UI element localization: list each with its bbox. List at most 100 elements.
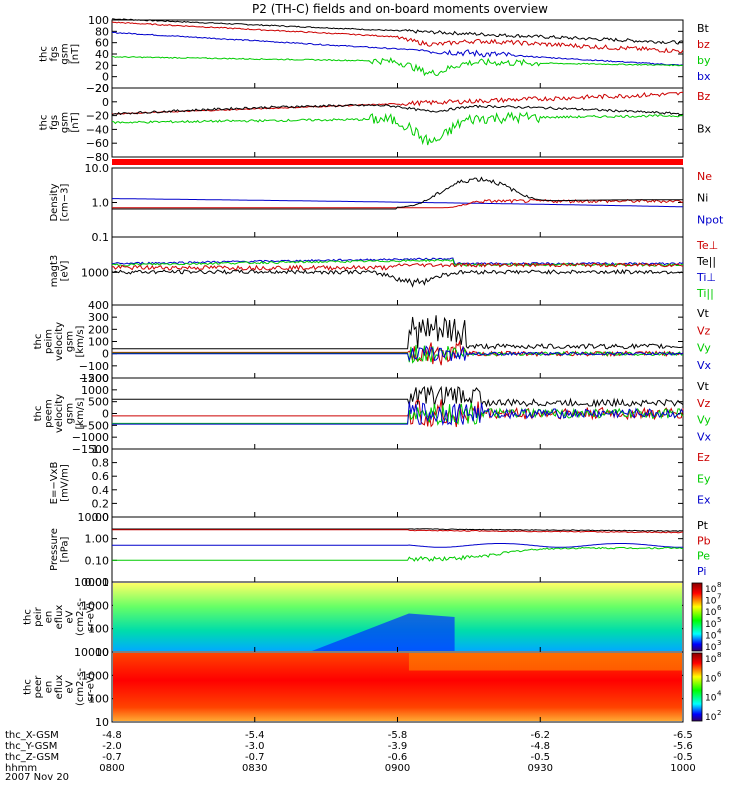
y-tick-label: −1500 <box>72 443 109 456</box>
series-Vy <box>112 402 684 426</box>
x-tick-label: -0.7 <box>245 752 265 763</box>
series-Bz <box>111 91 684 115</box>
y-tick-label: 0 <box>102 96 109 109</box>
legend-Ne: Ne <box>697 170 712 183</box>
colorbar-tick-exponent: 6 <box>717 670 722 678</box>
y-tick-label: 400 <box>88 299 109 312</box>
panel-frame-pressure <box>111 516 684 583</box>
y-axis-label: peir <box>33 606 44 626</box>
x-tick-label: -0.7 <box>102 752 122 763</box>
y-tick-label: 0 <box>102 348 109 361</box>
y-tick-label: −80 <box>86 151 109 164</box>
legend-Ez: Ez <box>697 451 710 464</box>
mode-bar <box>112 159 683 165</box>
y-tick-label: 20 <box>95 82 109 95</box>
y-axis-label: [eV] <box>59 261 70 282</box>
colorbar-tick-exponent: 7 <box>717 593 721 601</box>
legend-Vz: Vz <box>697 324 711 337</box>
y-tick-label: 1000 <box>81 384 109 397</box>
x-tick-label: -4.8 <box>530 741 550 752</box>
y-axis-label: E=−VxB <box>49 462 60 505</box>
y-axis-label: velocity <box>54 322 65 361</box>
y-tick-label: 0 <box>102 408 109 421</box>
series-bz <box>111 21 684 54</box>
y-axis-label: [nT] <box>70 44 81 64</box>
legend-Bx: Bx <box>697 123 712 136</box>
y-axis-label: fgs <box>49 115 60 130</box>
y-tick-label: 0.0 <box>92 511 110 524</box>
legend-Pb: Pb <box>697 534 711 547</box>
y-axis-label: sr-eV) <box>86 672 97 701</box>
legend-Vx: Vx <box>697 359 712 372</box>
legend-Ti||: Ti|| <box>696 287 714 300</box>
colorbar-tick-label: 10 <box>705 643 717 653</box>
y-tick-label: 100 <box>88 14 109 27</box>
y-tick-label: −40 <box>86 123 109 136</box>
legend-Ey: Ey <box>697 472 711 485</box>
y-tick-label: 0.8 <box>92 457 110 470</box>
y-tick-label: 10000 <box>74 646 109 659</box>
y-axis-label: gsm <box>59 112 70 133</box>
y-tick-label: 0 <box>102 71 109 84</box>
y-tick-label: 500 <box>88 396 109 409</box>
y-tick-label: 80 <box>95 25 109 38</box>
x-tick-label: -6.2 <box>530 730 550 741</box>
y-tick-label: 100 <box>88 336 109 349</box>
colorbar-tick-label: 10 <box>705 585 717 595</box>
x-tick-label: -5.4 <box>245 730 265 741</box>
y-axis-label: magt3 <box>49 255 60 288</box>
panel-frame-peem-velocity <box>111 377 684 450</box>
x-tick-label: -5.8 <box>388 730 408 741</box>
x-tick-label: -3.9 <box>388 741 408 752</box>
legend-Vz: Vz <box>697 397 711 410</box>
colorbar-tick-label: 10 <box>705 694 717 704</box>
y-tick-label: 1.0 <box>92 443 110 456</box>
y-tick-label: 10.0 <box>85 162 110 175</box>
x-tick-label: -2.0 <box>102 741 122 752</box>
y-tick-label: 1000 <box>81 669 109 682</box>
x-row-label: thc_Y-GSM <box>5 741 57 752</box>
series-Bt <box>112 18 684 45</box>
y-axis-label: en <box>44 611 55 624</box>
y-tick-label: 1000 <box>81 266 109 279</box>
y-axis-label: peer <box>33 675 44 699</box>
y-axis-label: peim <box>44 329 55 354</box>
legend-Bz: Bz <box>697 90 711 103</box>
x-tick-label: -5.6 <box>673 741 693 752</box>
y-axis-label: [nT] <box>70 112 81 132</box>
y-tick-label: 1.00 <box>85 533 110 546</box>
y-axis-label: gsm <box>65 403 76 424</box>
legend-Vx: Vx <box>697 430 712 443</box>
x-tick-label: -6.5 <box>673 730 693 741</box>
series-Vz <box>112 339 684 366</box>
colorbar <box>691 582 703 652</box>
colorbar-tick-label: 10 <box>705 597 717 607</box>
legend-by: by <box>697 54 711 67</box>
y-axis-label: [nPa] <box>59 536 70 562</box>
series-Vx <box>112 401 684 426</box>
y-tick-label: 10 <box>95 646 109 659</box>
colorbar-tick-exponent: 8 <box>717 581 721 589</box>
colorbar-tick-exponent: 4 <box>717 690 722 698</box>
series-Ni <box>112 176 683 210</box>
y-tick-label: 0.4 <box>92 484 110 497</box>
x-tick-label: -0.5 <box>673 752 693 763</box>
y-axis-label: eV <box>65 610 76 623</box>
x-tick-label: -0.5 <box>530 752 550 763</box>
y-tick-label: 0.10 <box>85 554 110 567</box>
series-Pb <box>112 529 683 534</box>
y-axis-label: eV <box>65 680 76 693</box>
x-tick-label: -3.0 <box>245 741 265 752</box>
y-axis-label: thc <box>23 609 34 625</box>
legend-Pi: Pi <box>697 565 706 578</box>
colorbar-tick-label: 10 <box>705 674 717 684</box>
colorbar-tick-label: 10 <box>705 631 717 641</box>
colorbar-tick-label: 10 <box>705 713 717 723</box>
y-tick-label: 1500 <box>81 372 109 385</box>
colorbar-tick-exponent: 6 <box>717 604 722 612</box>
legend-Npot: Npot <box>697 213 724 226</box>
x-row-label: thc_X-GSM <box>5 730 59 741</box>
colorbar-tick-exponent: 2 <box>717 709 721 717</box>
y-axis-label: thc <box>33 334 44 350</box>
